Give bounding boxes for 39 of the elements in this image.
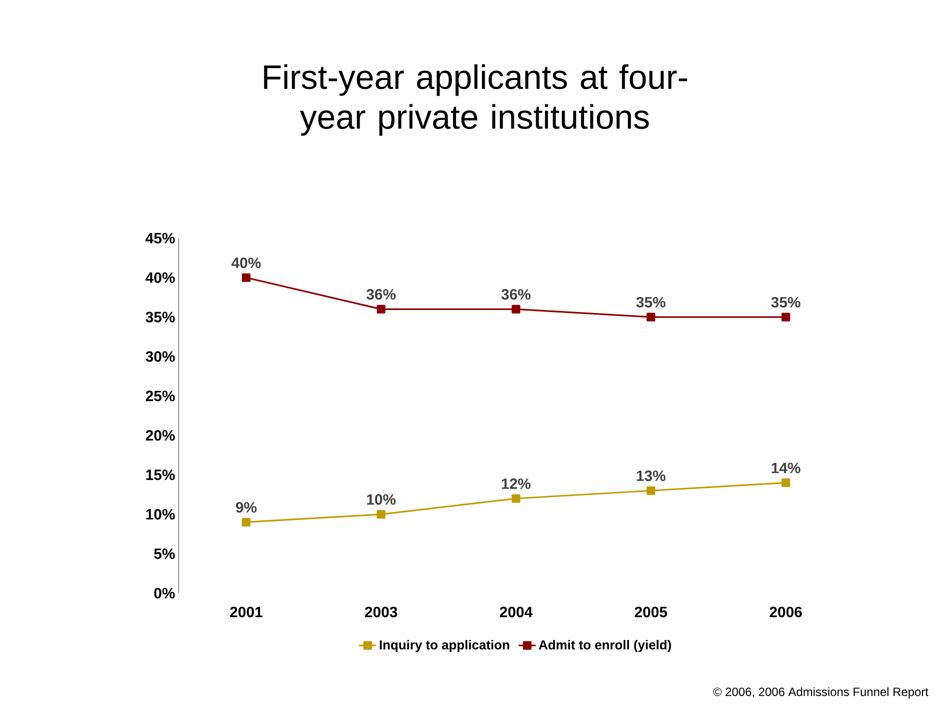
y-tick-label: 0% [154, 588, 175, 598]
point [376, 304, 386, 314]
x-tick-label: 2004 [500, 606, 533, 618]
data-label: 13% [636, 470, 666, 482]
data-label: 36% [366, 289, 396, 300]
y-tick-label: 30% [146, 351, 175, 362]
point [646, 312, 656, 322]
data-label: 12% [502, 478, 531, 489]
point [782, 478, 790, 488]
x-tick-label: 2006 [770, 606, 802, 618]
y-tick-label: 5% [154, 548, 175, 559]
data-label: 35% [636, 296, 666, 308]
point [376, 510, 386, 519]
point [646, 486, 656, 495]
data-label: 9% [236, 502, 257, 513]
point [782, 312, 790, 322]
y-tick-label: 40% [146, 272, 175, 283]
y-tick-label: 35% [146, 312, 175, 322]
y-tick-label: 25% [146, 390, 175, 402]
y-tick-label: 15% [146, 470, 175, 480]
x-tick-label: 2003 [364, 606, 398, 618]
point [242, 273, 250, 282]
y-tick-label: 45% [146, 232, 175, 244]
data-label: 36% [501, 289, 531, 300]
text: © 2006, 2006 Admissions Funnel Report [713, 687, 928, 698]
legend-label: Inquiry to application [380, 640, 510, 652]
legend-label: Admit to enroll (yield) [538, 640, 671, 652]
x-tick-label: 2001 [230, 606, 262, 618]
point [512, 494, 520, 503]
y-tick-label: 20% [146, 430, 175, 441]
y-tick-label: 10% [146, 508, 175, 520]
x-tick-label: 2005 [634, 606, 668, 618]
data-label: 35% [771, 296, 800, 308]
point [512, 304, 520, 314]
data-label: 14% [772, 462, 800, 474]
data-label: 40% [231, 258, 261, 268]
point [242, 518, 250, 526]
data-label: 10% [367, 494, 396, 505]
chart-title: First-year applicants at four-year private institutions [264, 64, 688, 136]
